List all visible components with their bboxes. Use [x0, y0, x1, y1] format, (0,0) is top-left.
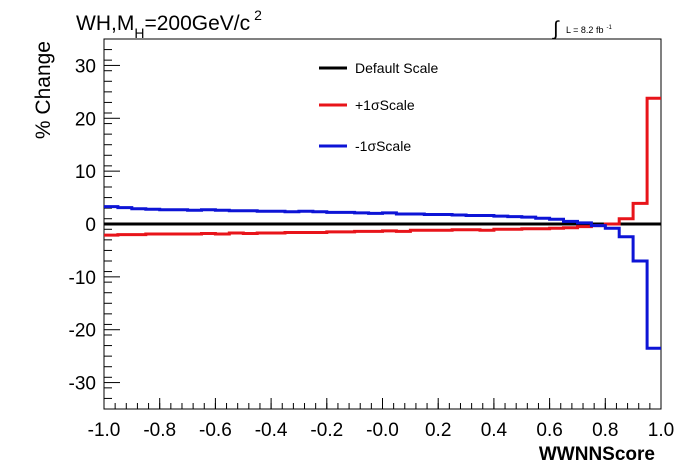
- y-tick-label: 30: [75, 56, 96, 77]
- y-tick-label: 20: [75, 109, 96, 130]
- chart-title: WH,MH=200GeV/c 2: [76, 7, 262, 41]
- y-tick-label: 0: [85, 215, 96, 236]
- series-line-2: [104, 205, 661, 350]
- x-tick-label: 1.0: [648, 420, 674, 441]
- x-tick-label: -0.6: [199, 420, 232, 441]
- x-tick-label: 0.4: [481, 420, 508, 441]
- y-tick-label: 10: [75, 162, 96, 183]
- x-tick-label: 0.6: [536, 420, 562, 441]
- legend-label-1: +1σScale: [355, 97, 415, 113]
- legend: Default Scale +1σScale -1σScale: [319, 60, 438, 154]
- x-axis-label: WWNNScore: [539, 444, 655, 465]
- chart-title-rest: =200GeV/c: [144, 12, 250, 35]
- chart-title-superscript: 2: [254, 7, 262, 23]
- axis-ticks: -1.0 -0.8 -0.6 -0.4 -0.2 -0.0 0.2 0.4 0.6 0.8 1.0 -…: [69, 38, 674, 441]
- y-tick-label: -10: [69, 268, 96, 289]
- x-tick-label: 0.8: [592, 420, 618, 441]
- x-tick-label: -0.8: [143, 420, 176, 441]
- lumi-label: L = 8.2 fb -1: [566, 25, 612, 35]
- series-group: [104, 96, 661, 350]
- lumi-integral-sign: ∫: [552, 18, 560, 40]
- legend-label-2: -1σScale: [355, 138, 411, 154]
- chart-title-subscript: H: [134, 25, 144, 41]
- y-tick-label: -20: [69, 321, 96, 342]
- x-tick-label: -0.4: [255, 420, 288, 441]
- y-axis-label: % Change: [32, 41, 55, 139]
- x-tick-label: -0.0: [366, 420, 399, 441]
- x-tick-label: -0.2: [310, 420, 343, 441]
- lumi-label-text: L = 8.2 fb: [566, 25, 603, 35]
- legend-label-0: Default Scale: [355, 60, 438, 76]
- y-tick-label: -30: [69, 374, 96, 395]
- x-tick-label: -1.0: [88, 420, 121, 441]
- lumi-label-superscript: -1: [606, 25, 612, 31]
- x-tick-label: 0.2: [425, 420, 451, 441]
- chart-title-main: WH,M: [76, 12, 134, 35]
- series-line-1: [104, 96, 661, 237]
